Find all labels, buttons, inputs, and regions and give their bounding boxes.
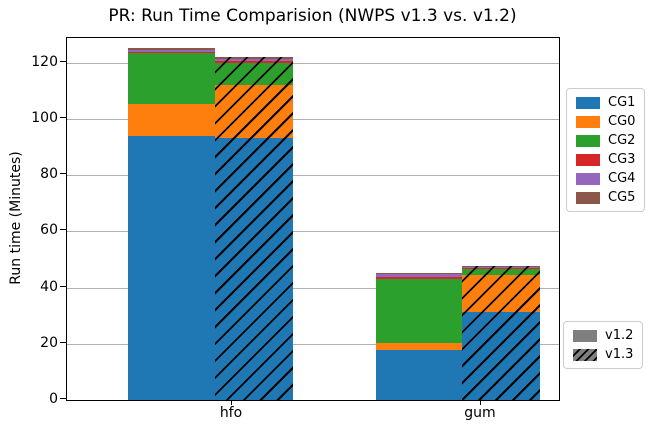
gridline-20: [67, 343, 559, 345]
chart-title: PR: Run Time Comparision (NWPS v1.3 vs. …: [108, 6, 517, 26]
y-tick-mark-20: [60, 341, 66, 343]
y-tick-label-60: 60: [40, 222, 58, 239]
bar-gum-v1.2: [376, 273, 462, 400]
series-legend-label-cg1: CG1: [608, 95, 636, 110]
series-legend: CG1 CG0 CG2 CG3 CG4 CG5: [566, 88, 646, 212]
y-tick-label-20: 20: [40, 334, 58, 351]
series-legend-label-cg5: CG5: [608, 190, 636, 205]
segment-gum-v1.2-CG2: [376, 279, 462, 344]
series-swatch-cg1: [576, 96, 600, 109]
version-legend-label-v1-3: v1.3: [605, 347, 634, 362]
series-legend-item-cg1: CG1: [576, 95, 635, 110]
segment-hfo-v1.2-CG2: [128, 52, 215, 105]
series-legend-item-cg4: CG4: [576, 171, 635, 186]
y-tick-label-80: 80: [40, 166, 58, 183]
segment-hfo-v1.2-CG3: [128, 51, 215, 53]
x-tick-label-hfo: hfo: [219, 405, 243, 421]
x-tick-label-gum: gum: [464, 405, 496, 421]
segment-gum-v1.2-CG1: [376, 350, 462, 400]
y-tick-label-0: 0: [49, 391, 58, 407]
series-swatch-cg2: [576, 134, 600, 147]
y-tick-label-100: 100: [31, 109, 58, 126]
series-swatch-cg4: [576, 172, 600, 185]
y-tick-mark-100: [60, 116, 66, 118]
y-tick-mark-40: [60, 285, 66, 287]
y-tick-mark-120: [60, 60, 66, 62]
segment-gum-v1.2-CG4: [376, 274, 462, 278]
gridline-60: [67, 231, 559, 233]
plot-area: [66, 37, 560, 401]
gridline-40: [67, 287, 559, 289]
y-tick-mark-80: [60, 173, 66, 175]
series-legend-item-cg2: CG2: [576, 133, 635, 148]
hatch-pattern-gum-v1.3: [462, 265, 540, 400]
series-swatch-cg5: [576, 191, 600, 204]
bar-hfo-v1.3: [215, 57, 293, 400]
x-tick-mark-hfo: [231, 400, 232, 405]
gridline-120: [67, 62, 559, 64]
series-legend-label-cg3: CG3: [608, 152, 636, 167]
segment-hfo-v1.2-CG1: [128, 135, 215, 400]
version-legend: v1.2 v1.3: [563, 321, 644, 369]
segment-hfo-v1.2-CG4: [128, 49, 215, 52]
series-legend-label-cg0: CG0: [608, 114, 636, 129]
y-tick-label-40: 40: [40, 278, 58, 295]
segment-gum-v1.2-CG3: [376, 277, 462, 280]
segment-hfo-v1.2-CG5: [128, 48, 215, 50]
y-tick-label-120: 120: [31, 53, 58, 70]
gridline-100: [67, 118, 559, 120]
version-legend-item-v1-3: v1.3: [573, 347, 633, 362]
series-legend-item-cg0: CG0: [576, 114, 635, 129]
version-legend-label-v1-2: v1.2: [605, 328, 634, 343]
series-swatch-cg3: [576, 153, 600, 166]
x-tick-mark-gum: [480, 400, 481, 405]
segment-gum-v1.2-CG5: [376, 273, 462, 275]
series-legend-item-cg5: CG5: [576, 190, 635, 205]
hatch-pattern-hfo-v1.3: [215, 57, 293, 400]
segment-gum-v1.2-CG0: [376, 343, 462, 351]
y-tick-mark-60: [60, 229, 66, 231]
version-swatch-v1-2: [573, 329, 597, 342]
series-swatch-cg0: [576, 115, 600, 128]
series-legend-label-cg4: CG4: [608, 171, 636, 186]
series-legend-label-cg2: CG2: [608, 133, 636, 148]
bar-hfo-v1.2: [128, 48, 215, 400]
bar-gum-v1.3: [462, 265, 540, 400]
version-swatch-v1-3: [573, 348, 597, 361]
segment-hfo-v1.2-CG0: [128, 104, 215, 136]
y-tick-mark-0: [60, 398, 66, 399]
version-legend-item-v1-2: v1.2: [573, 328, 633, 343]
gridline-80: [67, 175, 559, 177]
series-legend-item-cg3: CG3: [576, 152, 635, 167]
